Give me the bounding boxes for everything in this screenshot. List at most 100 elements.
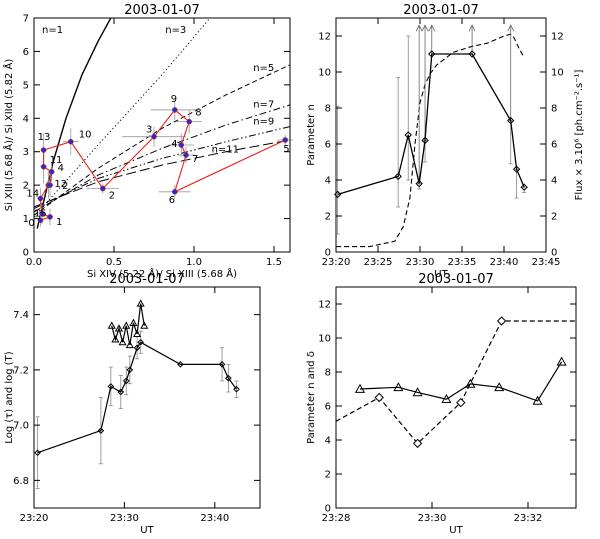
ratio-xlabel: Si XIV (5.22 Å)/ Si XIII (5.68 Å) xyxy=(87,267,237,280)
nt-arrow-head xyxy=(415,24,423,32)
nd-n-point xyxy=(374,392,384,403)
nt-point xyxy=(520,183,528,191)
logtau-point xyxy=(107,383,115,390)
logtau-point xyxy=(117,388,125,396)
ratio-ytick-label: 2 xyxy=(23,181,29,192)
nt-xtick-label: 23:40 xyxy=(490,257,519,268)
logT-point xyxy=(129,318,138,326)
nt-point xyxy=(421,136,429,145)
ratio-point-label: 0 xyxy=(28,218,34,229)
ratio-frame xyxy=(33,17,291,253)
delta-point xyxy=(412,387,423,397)
ratio-ytick-label: 5 xyxy=(23,80,29,91)
nt-point xyxy=(468,50,476,58)
nt-ytick-right-label: 4 xyxy=(551,176,557,187)
ratio-point-label: 2 xyxy=(109,190,115,201)
ratio-point-label: 14 xyxy=(26,189,39,200)
ratio-curves xyxy=(34,18,290,229)
ratio-point-blue xyxy=(282,137,288,143)
ratio-xtick-label: 0.0 xyxy=(26,257,42,268)
ratio-point-label: 9 xyxy=(171,94,177,105)
ratio-point-label: 1 xyxy=(56,217,62,228)
nd-title: 2003-01-07 xyxy=(418,272,494,287)
nt-ytick-right-label: 6 xyxy=(551,140,557,151)
logtau-point xyxy=(97,427,105,434)
nt-ytick-right-label: 12 xyxy=(551,32,564,43)
ratio-point-blue xyxy=(172,107,178,113)
ratio-point-label: 7 xyxy=(192,154,198,165)
nt-arrow-head xyxy=(468,24,476,32)
ratio-xtick-label: 1.0 xyxy=(186,257,202,268)
ratio-point-blue xyxy=(183,152,189,158)
n-curve-label: n=7 xyxy=(253,100,274,111)
nd-ytick-label: 6 xyxy=(325,402,331,413)
ratio-ytick-label: 4 xyxy=(23,114,29,125)
logtau-point xyxy=(122,377,130,385)
logt-xtick-label: 23:30 xyxy=(110,513,139,524)
nd-xlabel: UT xyxy=(449,525,463,536)
nd-ytick-label: 0 xyxy=(325,504,331,515)
n-curve-label: n=11 xyxy=(212,144,239,155)
n-curve xyxy=(34,104,290,213)
nd-ytick-label: 2 xyxy=(325,470,331,481)
logT-point xyxy=(122,321,131,329)
logT-point xyxy=(111,335,120,343)
nd-n-line xyxy=(335,320,576,445)
nt-point xyxy=(404,131,412,139)
ratio-ytick-label: 1 xyxy=(23,214,29,225)
logtau-line xyxy=(37,341,237,454)
logt-ytick-label: 7.2 xyxy=(13,365,29,376)
logT-point xyxy=(125,340,134,349)
nd-xtick-label: 23:32 xyxy=(514,513,543,524)
logtau-point xyxy=(126,366,134,374)
delta-point xyxy=(354,383,366,393)
ratio-point-label: 5 xyxy=(283,144,289,155)
nt-arrow-head xyxy=(507,24,515,32)
n-curve xyxy=(34,18,211,218)
nt-arrow-head xyxy=(428,24,436,32)
nt-ylabel-right: Flux × 3.10⁶ [ph.cm⁻².s⁻¹] xyxy=(574,69,585,200)
nt-title: 2003-01-07 xyxy=(403,3,479,18)
nt-point xyxy=(394,172,402,181)
logtau-point xyxy=(218,361,226,368)
ratio-ytick-label: 0 xyxy=(23,248,29,259)
logtau-point xyxy=(177,361,184,368)
ratio-point-label: 8 xyxy=(195,108,201,119)
ratio-point-label: 2 xyxy=(62,181,68,192)
ratio-point-label: 15 xyxy=(34,209,47,220)
delta-point xyxy=(532,395,543,405)
ratio-point-blue xyxy=(47,214,53,220)
nt-ytick-right-label: 2 xyxy=(551,212,557,223)
nd-frame xyxy=(335,286,577,509)
logT-point xyxy=(107,321,116,329)
ratio-point-blue xyxy=(100,185,106,192)
ratio-point-label: 12 xyxy=(54,179,67,190)
logtau-point xyxy=(225,374,232,382)
nt-ytick-right-label: 0 xyxy=(551,248,557,259)
ratio-point-label: 6 xyxy=(169,195,175,206)
nt-ytick-label: 12 xyxy=(318,32,331,43)
ratio-point-blue xyxy=(172,189,178,195)
delta-point xyxy=(393,382,404,392)
nd-ytick-label: 4 xyxy=(325,436,331,447)
nt-ytick-right-label: 8 xyxy=(551,104,557,115)
ratio-point-blue xyxy=(37,195,44,202)
nt-ytick-label: 10 xyxy=(318,68,331,79)
ratio-point-label: 3 xyxy=(146,125,152,136)
nt-point xyxy=(507,116,515,125)
logtau-point xyxy=(137,338,144,346)
delta-point xyxy=(494,382,505,392)
delta-line xyxy=(359,361,563,402)
nt-ylabel: Parameter n xyxy=(306,104,317,166)
delta-point xyxy=(556,356,567,366)
nd-ytick-label: 12 xyxy=(318,300,331,311)
nt-frame xyxy=(335,17,547,253)
nt-point xyxy=(512,165,521,173)
nt-point xyxy=(428,50,436,58)
logT-point xyxy=(136,299,145,307)
logtau-point xyxy=(233,385,240,393)
n-curve xyxy=(34,126,290,209)
ratio-title: 2003-01-07 xyxy=(124,3,200,18)
